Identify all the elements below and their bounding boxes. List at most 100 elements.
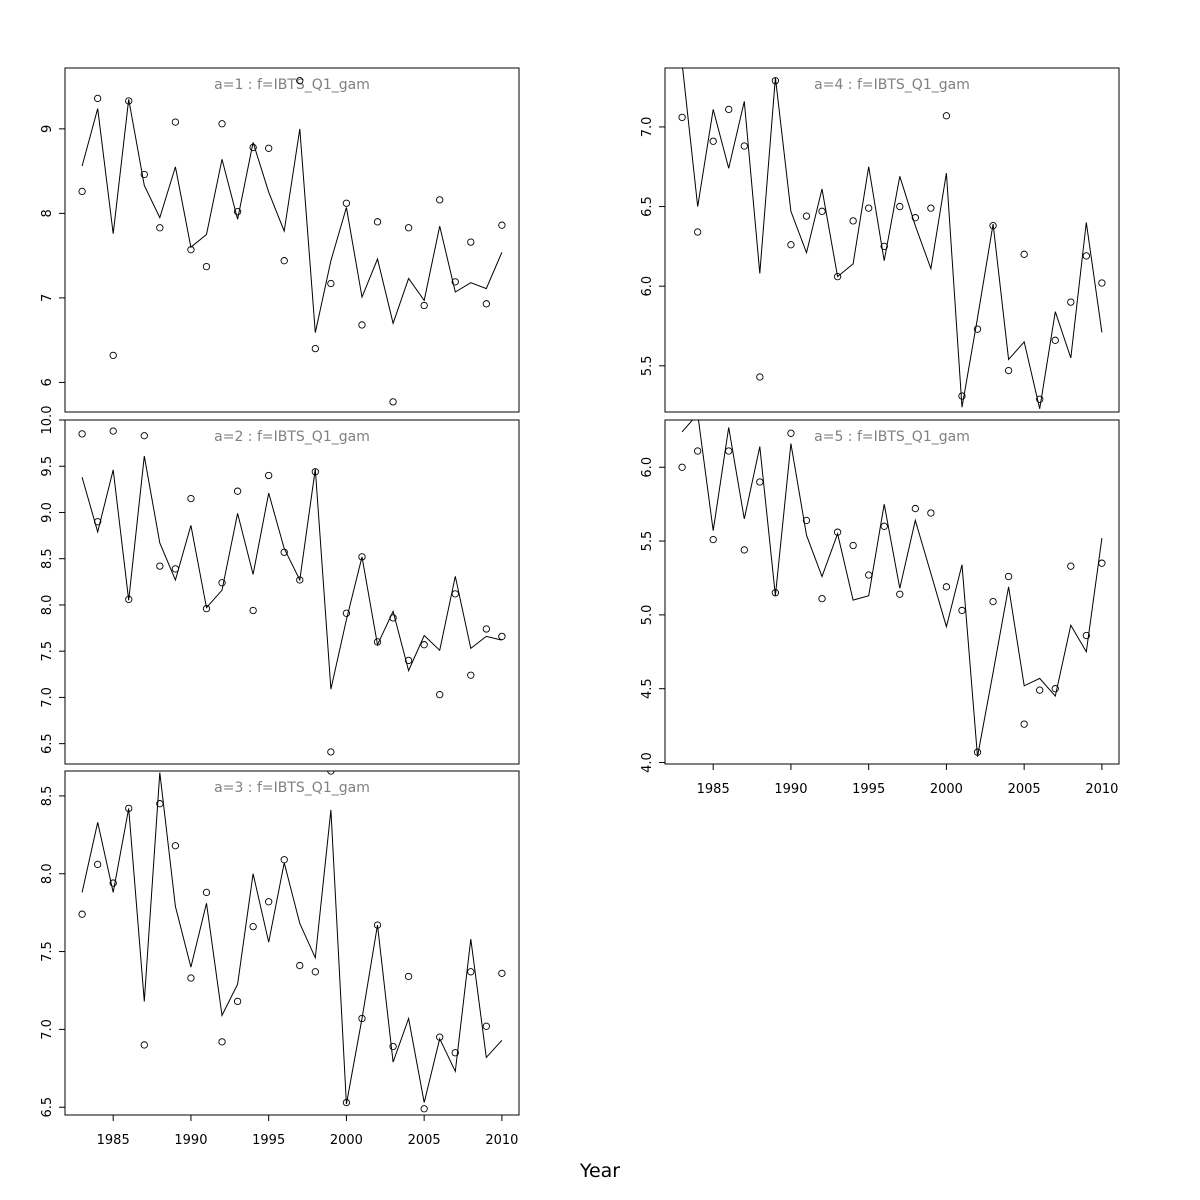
observed-point bbox=[265, 471, 273, 480]
observed-point bbox=[942, 583, 951, 591]
panel-frame bbox=[664, 419, 1120, 765]
observed-point bbox=[389, 614, 397, 622]
panel-title: a=1 : f=IBTS_Q1_gam bbox=[214, 77, 370, 93]
observed-point bbox=[280, 856, 288, 864]
observed-point bbox=[833, 528, 842, 536]
observed-point bbox=[327, 748, 335, 756]
observed-point bbox=[233, 487, 242, 495]
y-tick-label: 7.5 bbox=[40, 641, 55, 662]
observed-point bbox=[171, 565, 180, 573]
observed-point bbox=[125, 595, 133, 604]
observed-point bbox=[709, 137, 717, 145]
observed-point bbox=[756, 373, 764, 381]
plot-area bbox=[78, 771, 506, 1113]
observed-point bbox=[725, 105, 733, 114]
y-tick-label: 7.5 bbox=[40, 941, 55, 962]
x-axis-label: Year bbox=[579, 1160, 621, 1182]
observed-point bbox=[451, 1049, 459, 1057]
panel-a1: a=1 : f=IBTS_Q1_gam 6 7 8 9 bbox=[40, 67, 520, 413]
x-tick-label: 1985 bbox=[697, 782, 730, 797]
observed-point bbox=[156, 562, 164, 570]
y-tick-label: 7.0 bbox=[40, 687, 55, 708]
observed-point bbox=[436, 690, 444, 699]
observed-point bbox=[740, 142, 748, 150]
y-tick-label: 6.5 bbox=[40, 1097, 55, 1118]
observed-point bbox=[78, 910, 86, 918]
observed-point bbox=[818, 207, 826, 215]
observed-point bbox=[771, 589, 780, 597]
observed-point bbox=[1098, 559, 1106, 567]
y-tick-label: 7 bbox=[40, 294, 55, 302]
y-tick-label: 4.0 bbox=[640, 752, 655, 773]
observed-point bbox=[156, 224, 164, 232]
panel-a3: a=3 : f=IBTS_Q1_gam 6.5 7.0 7.5 8.0 8.5 1985 19… bbox=[40, 770, 520, 1148]
observed-point bbox=[420, 1105, 428, 1113]
observed-point bbox=[187, 494, 195, 503]
observed-point bbox=[833, 272, 842, 281]
observed-point bbox=[342, 199, 351, 207]
observed-point bbox=[1004, 366, 1013, 375]
observed-point bbox=[218, 1038, 226, 1046]
y-tick-label: 6 bbox=[40, 378, 55, 386]
fitted-line bbox=[81, 772, 503, 1105]
panel-title: a=5 : f=IBTS_Q1_gam bbox=[814, 429, 970, 445]
observed-point bbox=[958, 392, 966, 400]
plot-area bbox=[678, 420, 1106, 757]
observed-point bbox=[787, 429, 795, 437]
observed-point bbox=[78, 187, 86, 196]
observed-point bbox=[482, 625, 490, 633]
plot-area bbox=[678, 68, 1106, 409]
observed-point bbox=[109, 879, 117, 887]
panel-title: a=4 : f=IBTS_Q1_gam bbox=[814, 77, 970, 93]
observed-point bbox=[1004, 572, 1013, 581]
observed-point bbox=[725, 447, 733, 455]
observed-point bbox=[265, 144, 273, 152]
observed-point bbox=[1051, 336, 1059, 344]
plot-area bbox=[78, 427, 506, 756]
observed-point bbox=[451, 590, 459, 598]
observed-point bbox=[849, 217, 857, 225]
panel-frame bbox=[664, 67, 1120, 413]
x-tick-label: 2000 bbox=[330, 1133, 363, 1148]
observed-point bbox=[942, 112, 951, 120]
y-tick-label: 9 bbox=[40, 125, 55, 133]
fitted-line bbox=[681, 420, 1103, 757]
observed-point bbox=[880, 242, 888, 251]
observed-point bbox=[451, 278, 459, 286]
observed-point bbox=[280, 548, 288, 556]
observed-point bbox=[1036, 395, 1044, 403]
x-tick-label: 1990 bbox=[774, 782, 807, 797]
observed-point bbox=[327, 279, 335, 288]
observed-point bbox=[373, 218, 382, 226]
y-tick-label: 9.0 bbox=[40, 502, 55, 523]
observed-point bbox=[296, 77, 304, 85]
x-tick-label: 2010 bbox=[1085, 782, 1118, 797]
observed-point bbox=[187, 246, 195, 254]
y-tick-label: 7.0 bbox=[40, 1019, 55, 1040]
plot-area bbox=[78, 77, 506, 406]
observed-point bbox=[140, 1041, 148, 1049]
observed-point bbox=[358, 553, 366, 561]
observed-point bbox=[389, 398, 397, 406]
observed-point bbox=[218, 120, 226, 128]
x-tick-label: 1985 bbox=[97, 1133, 130, 1148]
observed-point bbox=[404, 224, 413, 232]
y-tick-label: 8.0 bbox=[40, 595, 55, 616]
observed-point bbox=[233, 997, 242, 1006]
panel-frame bbox=[64, 419, 520, 765]
y-tick-label: 5.5 bbox=[640, 355, 655, 376]
observed-point bbox=[771, 77, 780, 85]
observed-point bbox=[280, 257, 288, 265]
observed-point bbox=[694, 228, 702, 236]
fitted-line bbox=[682, 68, 1103, 409]
observed-point bbox=[171, 118, 180, 126]
observed-point bbox=[436, 1033, 444, 1041]
observed-point bbox=[865, 571, 873, 579]
panel-title: a=3 : f=IBTS_Q1_gam bbox=[214, 780, 370, 796]
panel-a2: a=2 : f=IBTS_Q1_gam 6.5 7.0 7.5 8.0 8.5 9.0 9.5… bbox=[40, 406, 520, 765]
observed-point bbox=[911, 214, 919, 222]
x-tick-label: 2005 bbox=[1008, 782, 1041, 797]
x-tick-label: 1990 bbox=[174, 1133, 207, 1148]
fitted-line bbox=[81, 456, 503, 690]
x-tick-label: 2000 bbox=[930, 782, 963, 797]
